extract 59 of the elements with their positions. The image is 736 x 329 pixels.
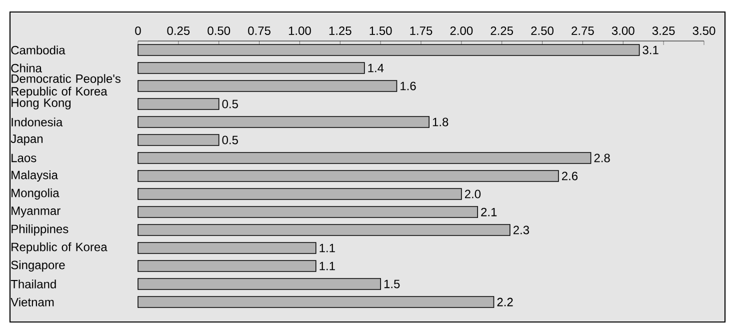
y-tick-label: Myanmar bbox=[12, 206, 60, 218]
data-label: 0.5 bbox=[222, 136, 238, 144]
y-tick-label: Malaysia bbox=[12, 170, 58, 182]
data-label: 2.2 bbox=[497, 298, 513, 306]
bar bbox=[138, 242, 316, 254]
data-label: 0.5 bbox=[222, 100, 238, 108]
data-label: 2.3 bbox=[513, 226, 530, 234]
data-label: 2.1 bbox=[481, 208, 497, 216]
bar bbox=[138, 224, 510, 236]
y-tick-label: Thailand bbox=[10, 280, 56, 288]
bar bbox=[138, 116, 430, 128]
y-tick-label: Philippines bbox=[12, 224, 68, 236]
data-label: 2.8 bbox=[594, 154, 610, 162]
x-tick-label: 3.25 bbox=[652, 26, 675, 35]
y-tick-label: Democratic People's Republic of Korea bbox=[12, 74, 120, 98]
bar bbox=[138, 98, 220, 110]
y-tick-label: Cambodia bbox=[11, 46, 66, 54]
y-tick-label: Mongolia bbox=[12, 188, 60, 200]
y-tick-label: Singapore bbox=[11, 260, 65, 272]
data-label: 1.8 bbox=[432, 118, 448, 126]
x-tick-label: 3.00 bbox=[612, 26, 634, 35]
x-tick-label: 1.75 bbox=[410, 26, 432, 35]
bar bbox=[138, 260, 316, 272]
x-tick-label: 2.75 bbox=[572, 26, 594, 35]
x-tick-label: 0.25 bbox=[167, 26, 190, 35]
bar bbox=[138, 188, 462, 200]
bar bbox=[138, 152, 592, 164]
bar bbox=[138, 278, 381, 290]
bar bbox=[138, 206, 478, 218]
x-tick-label: 0.50 bbox=[208, 26, 230, 35]
y-tick-label: Republic of Korea bbox=[12, 242, 108, 254]
data-label: 2.6 bbox=[562, 172, 578, 180]
x-tick-label: 1.25 bbox=[329, 26, 352, 35]
y-tick-label: Hong Kong bbox=[12, 98, 71, 110]
x-tick-label: 1.00 bbox=[288, 26, 311, 35]
bar bbox=[138, 80, 398, 92]
data-label: 1.5 bbox=[384, 280, 400, 288]
bar bbox=[138, 296, 494, 308]
y-tick-label: Laos bbox=[12, 154, 36, 162]
x-tick-label: 3.50 bbox=[692, 26, 716, 35]
bar bbox=[138, 170, 559, 182]
y-tick-label: Indonesia bbox=[12, 118, 63, 126]
x-tick-label: 0.75 bbox=[248, 26, 270, 35]
bar bbox=[138, 134, 220, 146]
data-label: 1.1 bbox=[320, 262, 335, 270]
y-tick-label: China bbox=[11, 64, 42, 72]
x-tick-label: 0 bbox=[135, 26, 141, 35]
data-label: 2.0 bbox=[464, 190, 481, 198]
x-tick-label: 1.50 bbox=[370, 26, 392, 35]
bar bbox=[138, 62, 365, 74]
data-label: 1.1 bbox=[320, 244, 335, 252]
data-label: 3.1 bbox=[642, 46, 658, 54]
x-tick-label: 2.00 bbox=[450, 26, 473, 35]
x-tick-label: 2.25 bbox=[490, 26, 514, 35]
y-tick-label: Japan bbox=[10, 134, 43, 146]
y-tick-label: Vietnam bbox=[10, 298, 54, 306]
data-label: 1.6 bbox=[400, 82, 416, 90]
x-tick-label: 2.50 bbox=[531, 26, 554, 35]
data-label: 1.4 bbox=[368, 64, 384, 72]
